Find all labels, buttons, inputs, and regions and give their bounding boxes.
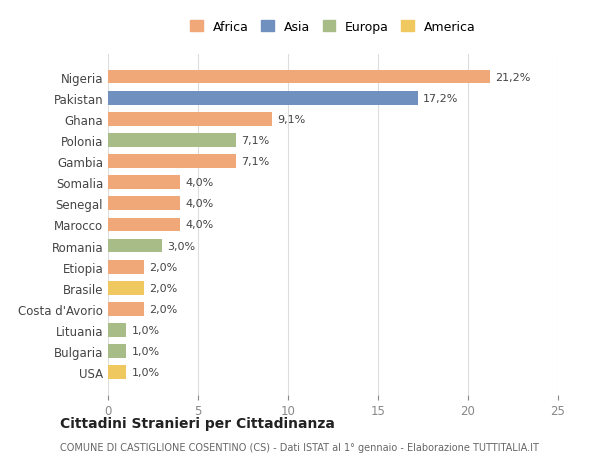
Bar — [108, 176, 180, 190]
Text: 21,2%: 21,2% — [495, 73, 530, 82]
Text: 2,0%: 2,0% — [149, 304, 178, 314]
Bar — [108, 112, 272, 126]
Legend: Africa, Asia, Europa, America: Africa, Asia, Europa, America — [187, 17, 479, 38]
Bar — [108, 281, 144, 295]
Bar — [108, 324, 126, 337]
Text: 4,0%: 4,0% — [185, 178, 214, 188]
Text: 4,0%: 4,0% — [185, 220, 214, 230]
Bar — [108, 366, 126, 379]
Text: Cittadini Stranieri per Cittadinanza: Cittadini Stranieri per Cittadinanza — [60, 416, 335, 430]
Bar — [108, 134, 236, 147]
Text: 3,0%: 3,0% — [167, 241, 196, 251]
Bar — [108, 260, 144, 274]
Text: 17,2%: 17,2% — [423, 94, 458, 103]
Bar — [108, 345, 126, 358]
Text: 1,0%: 1,0% — [131, 325, 160, 335]
Bar — [108, 197, 180, 211]
Bar — [108, 71, 490, 84]
Bar — [108, 218, 180, 232]
Text: 1,0%: 1,0% — [131, 347, 160, 356]
Bar — [108, 92, 418, 105]
Text: 1,0%: 1,0% — [131, 368, 160, 377]
Text: COMUNE DI CASTIGLIONE COSENTINO (CS) - Dati ISTAT al 1° gennaio - Elaborazione T: COMUNE DI CASTIGLIONE COSENTINO (CS) - D… — [60, 442, 539, 452]
Text: 2,0%: 2,0% — [149, 262, 178, 272]
Bar — [108, 302, 144, 316]
Bar — [108, 155, 236, 168]
Text: 7,1%: 7,1% — [241, 157, 269, 167]
Text: 2,0%: 2,0% — [149, 283, 178, 293]
Text: 4,0%: 4,0% — [185, 199, 214, 209]
Text: 7,1%: 7,1% — [241, 135, 269, 146]
Bar — [108, 239, 162, 253]
Text: 9,1%: 9,1% — [277, 115, 305, 124]
